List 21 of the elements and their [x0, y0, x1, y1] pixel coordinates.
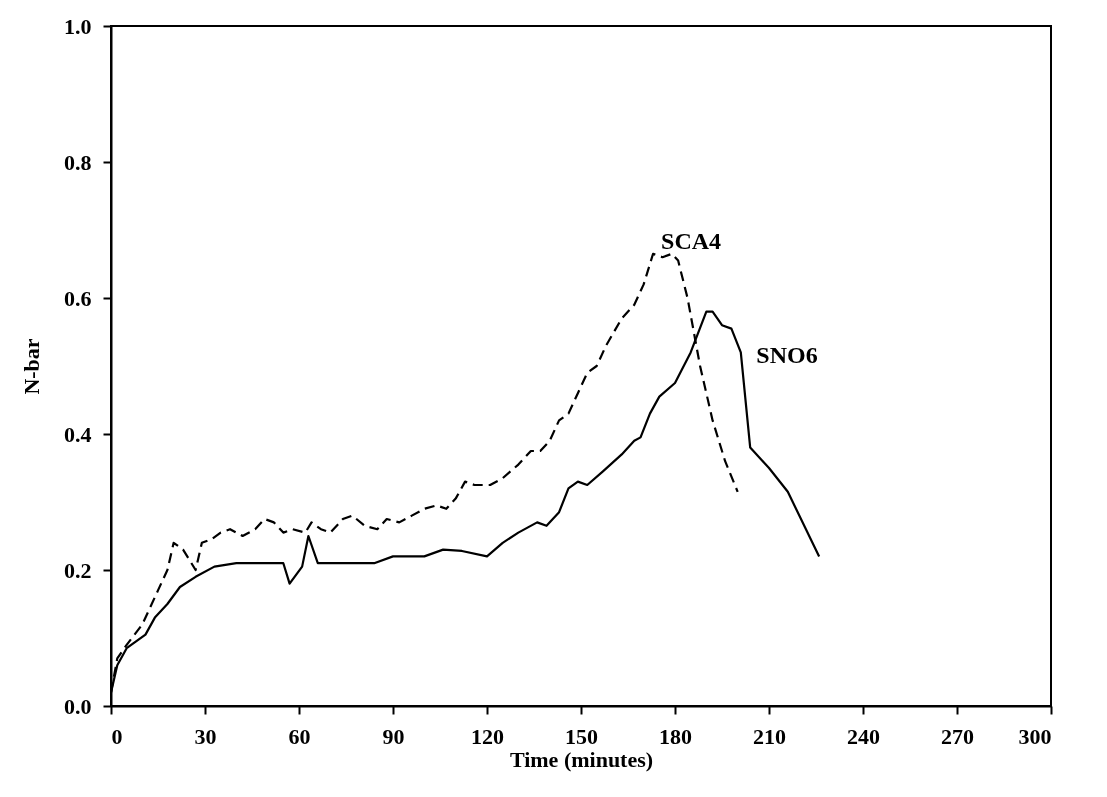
x-tick-label: 210 [753, 723, 786, 749]
y-tick-label: 0.0 [64, 693, 92, 719]
series-label: SNO6 [756, 341, 818, 368]
series-label: SCA4 [661, 227, 722, 254]
x-tick-label: 180 [659, 723, 692, 749]
x-tick-label: 60 [288, 723, 311, 749]
x-tick-label: 150 [565, 723, 598, 749]
y-axis-title: N-bar [19, 338, 44, 395]
y-tick-label: 0.4 [64, 421, 92, 447]
x-tick-label: 300 [1018, 723, 1052, 749]
y-tick-label: 0.2 [64, 557, 92, 583]
x-tick-label: 240 [847, 723, 880, 749]
x-axis-title: Time (minutes) [509, 746, 654, 772]
y-tick-label: 0.8 [64, 149, 92, 175]
x-tick-label: 90 [382, 723, 405, 749]
y-tick-label: 1.0 [64, 13, 92, 39]
x-tick-label: 30 [194, 723, 217, 749]
x-tick-label: 0 [111, 723, 123, 749]
x-tick-label: 270 [941, 723, 974, 749]
y-tick-label: 0.6 [64, 285, 92, 311]
x-tick-label: 120 [471, 723, 504, 749]
